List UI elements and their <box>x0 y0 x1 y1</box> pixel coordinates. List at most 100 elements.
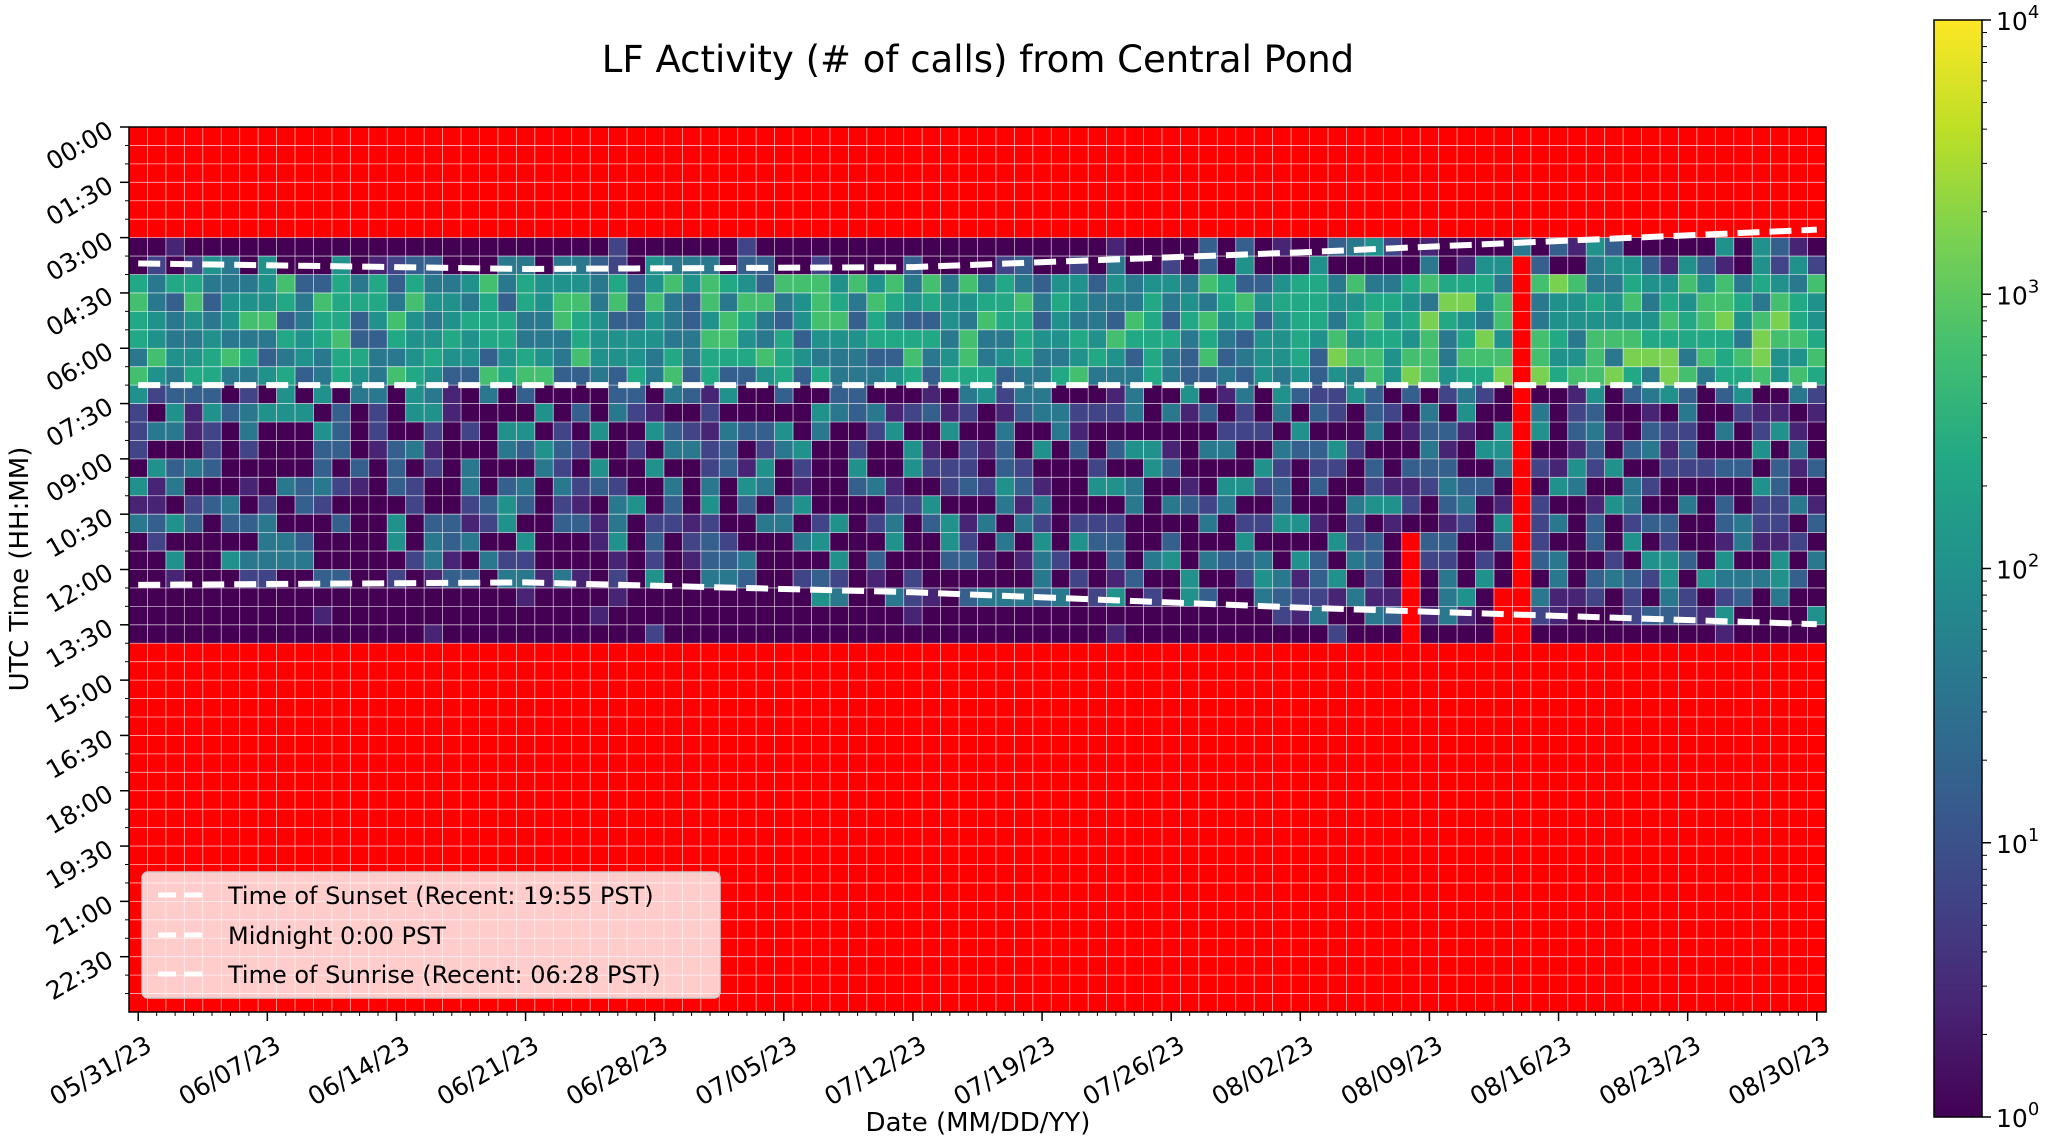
heatmap-cell <box>534 698 554 718</box>
heatmap-cell <box>571 569 591 589</box>
heatmap-cell <box>461 532 480 552</box>
heatmap-cell <box>977 182 997 202</box>
heatmap-cell <box>1512 532 1532 552</box>
heatmap-cell <box>590 458 609 478</box>
heatmap-cell <box>129 495 148 515</box>
heatmap-cell <box>977 735 997 755</box>
heatmap-cell <box>184 790 204 810</box>
heatmap-cell <box>1014 606 1034 626</box>
heatmap-cell <box>1420 256 1439 275</box>
heatmap-cell <box>1051 274 1071 294</box>
heatmap-cell <box>1088 753 1107 773</box>
heatmap-cell <box>829 551 849 570</box>
heatmap-cell <box>590 661 609 681</box>
heatmap-cell <box>221 827 240 847</box>
heatmap-cell <box>1807 348 1827 367</box>
heatmap-cell <box>940 366 960 386</box>
heatmap-cell <box>1364 403 1384 423</box>
heatmap-cell <box>995 200 1015 220</box>
heatmap-cell <box>737 753 757 773</box>
heatmap-cell <box>590 606 609 626</box>
heatmap-cell <box>700 790 720 810</box>
heatmap-cell <box>479 163 499 183</box>
heatmap-cell <box>1198 717 1218 736</box>
heatmap-cell <box>1364 256 1384 275</box>
heatmap-cell <box>1254 606 1273 626</box>
heatmap-cell <box>1272 440 1292 460</box>
heatmap-cell <box>977 200 997 220</box>
heatmap-cell <box>1567 274 1587 294</box>
heatmap-cell <box>1623 624 1642 644</box>
heatmap-cell <box>350 753 370 773</box>
heatmap-cell <box>534 256 554 275</box>
heatmap-cell <box>516 753 536 773</box>
heatmap-cell <box>1106 532 1126 552</box>
heatmap-cell <box>1752 237 1771 257</box>
heatmap-cell <box>1678 237 1698 257</box>
heatmap-cell <box>793 901 812 921</box>
heatmap-cell <box>1180 256 1200 275</box>
heatmap-cell <box>571 532 591 552</box>
heatmap-cell <box>1567 846 1587 865</box>
heatmap-cell <box>1530 864 1550 884</box>
heatmap-cell <box>1346 587 1366 607</box>
heatmap-cell <box>1586 348 1605 367</box>
heatmap-cell <box>1733 366 1753 386</box>
heatmap-cell <box>608 753 628 773</box>
heatmap-cell <box>1549 956 1569 976</box>
heatmap-cell <box>1069 311 1089 331</box>
heatmap-cell <box>1420 938 1439 957</box>
heatmap-cell <box>1457 551 1476 570</box>
heatmap-cell <box>1051 163 1071 183</box>
heatmap-cell <box>1309 587 1329 607</box>
heatmap-cell <box>1254 477 1273 497</box>
heatmap-cell <box>811 624 831 644</box>
heatmap-cell <box>165 385 185 404</box>
heatmap-cell <box>331 311 351 331</box>
heatmap-cell <box>1623 661 1642 681</box>
heatmap-cell <box>239 385 259 404</box>
heatmap-cell <box>1530 993 1550 1013</box>
heatmap-cell <box>1696 440 1716 460</box>
heatmap-cell <box>295 440 314 460</box>
heatmap-cell <box>756 348 775 367</box>
heatmap-cell <box>719 790 739 810</box>
heatmap-cell <box>1604 587 1624 607</box>
heatmap-cell <box>276 458 296 478</box>
heatmap-cell <box>627 495 646 515</box>
heatmap-cell <box>1051 753 1071 773</box>
heatmap-cell <box>202 772 222 792</box>
heatmap-cell <box>1143 882 1163 902</box>
heatmap-cell <box>959 385 978 404</box>
heatmap-cell <box>1438 495 1458 515</box>
heatmap-cell <box>1401 846 1421 865</box>
heatmap-cell <box>1696 477 1716 497</box>
heatmap-cell <box>1088 790 1107 810</box>
heatmap-cell <box>1217 311 1237 331</box>
heatmap-cell <box>756 311 775 331</box>
heatmap-cell <box>497 551 517 570</box>
heatmap-cell <box>1678 532 1698 552</box>
heatmap-cell <box>1641 514 1661 533</box>
heatmap-cell <box>1678 348 1698 367</box>
heatmap-cell <box>1733 901 1753 921</box>
heatmap-cell <box>1106 311 1126 331</box>
heatmap-cell <box>1567 458 1587 478</box>
heatmap-cell <box>590 163 609 183</box>
heatmap-cell <box>1493 385 1513 404</box>
heatmap-cell <box>1457 938 1476 957</box>
heatmap-cell <box>1438 882 1458 902</box>
heatmap-cell <box>645 274 665 294</box>
heatmap-cell <box>1475 587 1495 607</box>
heatmap-cell <box>995 938 1015 957</box>
heatmap-cell <box>184 237 204 257</box>
heatmap-cell <box>1327 385 1347 404</box>
heatmap-cell <box>165 163 185 183</box>
heatmap-cell <box>903 569 923 589</box>
heatmap-cell <box>1752 532 1771 552</box>
heatmap-cell <box>737 846 757 865</box>
heatmap-cell <box>682 127 702 146</box>
heatmap-cell <box>534 477 554 497</box>
heatmap-cell <box>848 311 868 331</box>
heatmap-cell <box>1623 477 1642 497</box>
